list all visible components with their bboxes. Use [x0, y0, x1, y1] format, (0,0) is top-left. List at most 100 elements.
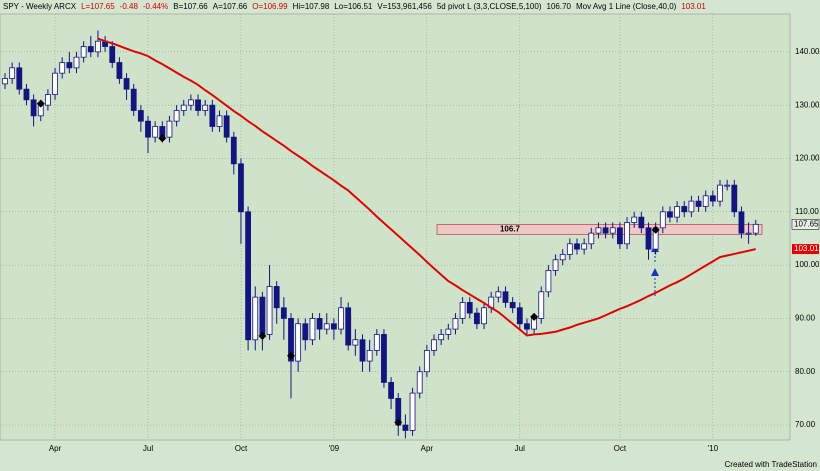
y-tick-label: 120.00 [795, 154, 820, 163]
candle-body [667, 211, 673, 218]
candle-body [330, 323, 337, 330]
candle-body [566, 243, 573, 255]
candle-body [502, 291, 509, 303]
pivot-point [158, 134, 167, 143]
arrow-head [651, 268, 659, 276]
candle-body [366, 350, 373, 362]
candle-body [109, 46, 116, 63]
header-item: V=153,961,456 [377, 2, 432, 11]
candle-body [66, 62, 73, 69]
candle-body [416, 371, 423, 394]
candle-body [80, 46, 87, 58]
candle-body [409, 392, 416, 431]
x-tick-label: Apr [49, 444, 62, 453]
moving-average-line [97, 37, 756, 337]
candle-body [752, 223, 759, 234]
candle-body [602, 227, 609, 234]
candle-body [731, 184, 738, 213]
candle-body [9, 67, 16, 79]
candle-body [581, 243, 588, 250]
candle-body [352, 339, 359, 346]
candle-body [495, 291, 502, 298]
x-tick-label: Jul [143, 444, 153, 453]
y-tick-label: 110.00 [795, 207, 819, 216]
candle-body [538, 291, 545, 319]
x-tick-label: Apr [421, 444, 434, 453]
y-tick-label: 140.00 [795, 47, 820, 56]
header-item: 103.01 [681, 2, 706, 11]
candle-body [16, 67, 23, 90]
candle-body [187, 99, 194, 106]
candle-body [617, 227, 623, 245]
candle-body [323, 323, 330, 330]
candle-body [373, 334, 380, 351]
header-item: -0.48 [120, 2, 139, 11]
y-tick-label: 80.00 [795, 367, 816, 376]
candle-body [123, 78, 130, 90]
pivot-point [258, 332, 267, 341]
candle-body [481, 307, 487, 325]
last-price-label: 107.65 [794, 219, 819, 228]
candle-body [45, 94, 51, 106]
candle-body [588, 232, 595, 245]
candle-body [624, 222, 630, 245]
x-tick-label: Oct [614, 444, 627, 453]
candle-body [145, 120, 151, 138]
candle-body [59, 62, 66, 74]
candle-body [595, 227, 602, 234]
candle-body [173, 110, 180, 122]
y-tick-label: 90.00 [795, 314, 816, 323]
candle-body [280, 307, 287, 319]
candle-body [116, 62, 123, 79]
candle-body [688, 200, 695, 213]
candle-body [302, 323, 309, 341]
candle-body [180, 104, 187, 111]
candle-body [445, 328, 452, 335]
last-average-tag [792, 244, 819, 255]
candle-body [166, 120, 173, 138]
candle-body [209, 104, 216, 127]
candle-body [438, 334, 445, 341]
candle-body [745, 232, 752, 235]
candle-body [545, 270, 552, 293]
candle-body [195, 99, 201, 111]
header-item: L=107.65 [81, 2, 115, 11]
candle-body [717, 184, 723, 202]
candle-body [87, 46, 94, 53]
candle-body [402, 424, 409, 431]
candle-body [559, 254, 566, 261]
header-item: Lo=106.51 [334, 2, 373, 11]
candle-body [288, 318, 294, 362]
candle-body [238, 163, 244, 213]
candle-body [216, 115, 223, 127]
pivot-label: 106.7 [500, 225, 521, 234]
candle-body [466, 302, 473, 314]
candle-body [52, 72, 58, 95]
pivot-point [530, 312, 539, 321]
candle-body [152, 126, 159, 138]
y-tick-label: 70.00 [795, 420, 816, 429]
x-tick-label: '09 [329, 444, 340, 453]
candle-body [30, 99, 37, 117]
candle-body [309, 318, 316, 341]
last-average-label: 103.01 [794, 244, 819, 253]
candle-body [202, 104, 209, 111]
header-item: 106.70 [547, 2, 572, 11]
x-tick-label: '10 [708, 444, 719, 453]
candle-body [631, 216, 638, 223]
header-item: Hi=107.98 [293, 2, 330, 11]
candle-body [252, 296, 259, 341]
candle-body [516, 307, 523, 325]
candle-body [645, 227, 652, 250]
candle-body [316, 318, 323, 330]
candle-body [230, 136, 237, 165]
header-item: 5d pivot L (3,3,CLOSE,5,100) [437, 2, 542, 11]
candle-body [137, 110, 144, 122]
candle-body [724, 184, 731, 187]
candle-body [2, 78, 8, 85]
candle-body [23, 88, 30, 101]
candle-body [459, 302, 466, 319]
candle-body [273, 286, 280, 309]
candle-body [423, 350, 430, 373]
